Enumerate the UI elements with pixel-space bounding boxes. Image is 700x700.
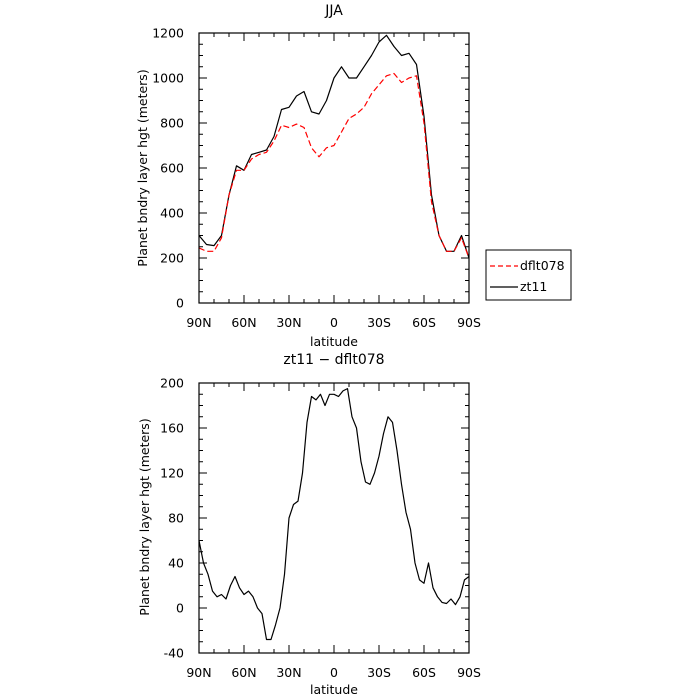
bottom-panel: zt11 − dflt078 latitude Planet bndry lay… [137,352,481,697]
y-tick-label: 800 [160,116,184,131]
y-tick-label: 80 [168,511,184,526]
top-x-axis-label: latitude [310,334,358,349]
x-tick-label: 90S [457,315,481,330]
x-tick-label: 30S [367,665,391,680]
x-tick-label: 60S [412,665,436,680]
y-tick-label: 400 [160,206,184,221]
plot-frame [198,32,470,304]
series-line-zt11 [198,34,470,259]
legend-label-zt11: zt11 [520,279,547,294]
y-tick-label: -40 [164,646,184,661]
x-tick-label: 30N [276,315,301,330]
x-tick-label: 90N [186,315,211,330]
top-panel: JJA latitude Planet bndry layer hgt (met… [135,3,572,349]
x-tick-label: 30S [367,315,391,330]
y-tick-label: 200 [160,251,184,266]
top-legend: dflt078 zt11 [485,249,572,301]
x-tick-label: 30N [276,665,301,680]
y-tick-label: 600 [160,161,184,176]
x-tick-label: 90S [457,665,481,680]
bottom-x-axis-label: latitude [310,682,358,697]
x-tick-label: 90N [186,665,211,680]
x-tick-label: 0 [330,665,338,680]
legend-label-dflt078: dflt078 [520,258,565,273]
y-tick-label: 0 [176,296,184,311]
series-line-difference [198,388,470,641]
x-tick-label: 60S [412,315,436,330]
series-line-dflt078 [198,72,470,259]
y-tick-label: 40 [168,556,184,571]
bottom-chart-title: zt11 − dflt078 [283,352,384,368]
x-tick-label: 0 [330,315,338,330]
y-tick-label: 1200 [152,26,184,41]
y-tick-label: 200 [160,376,184,391]
y-tick-label: 160 [160,421,184,436]
plot-frame [198,382,470,654]
y-tick-label: 120 [160,466,184,481]
bottom-y-axis-label: Planet bndry layer hgt (meters) [137,418,152,615]
x-tick-label: 60N [231,315,256,330]
legend-box [485,249,572,301]
y-tick-label: 1000 [152,71,184,86]
x-tick-label: 60N [231,665,256,680]
y-tick-label: 0 [176,601,184,616]
top-y-axis-label: Planet bndry layer hgt (meters) [135,69,150,266]
top-chart-title: JJA [324,3,343,19]
